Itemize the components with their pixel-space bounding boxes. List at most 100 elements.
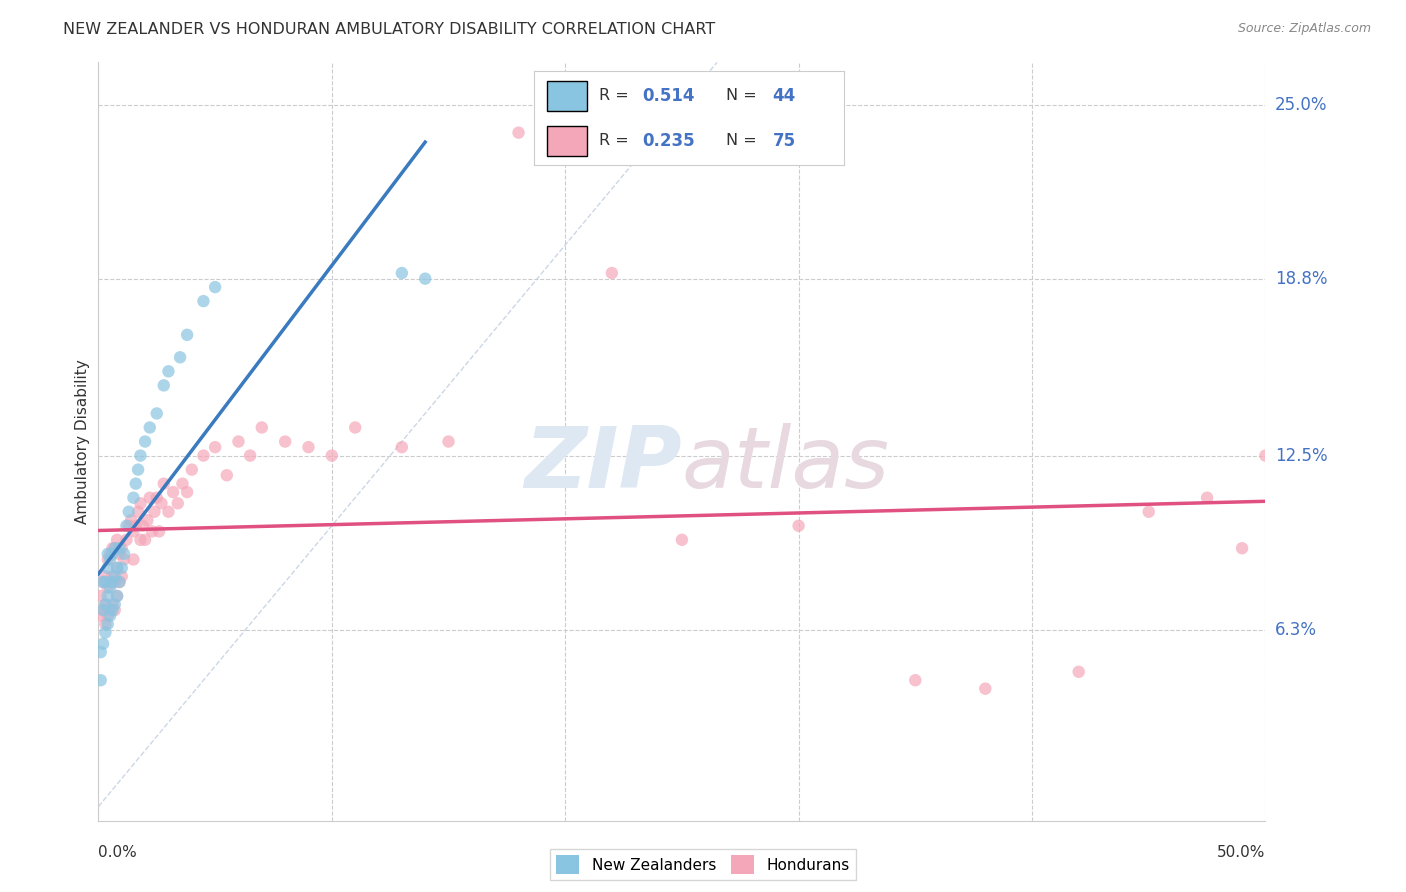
Hondurans bbox=[118, 518, 141, 533]
Hondurans bbox=[129, 533, 152, 547]
Hondurans bbox=[228, 434, 250, 449]
New Zealanders bbox=[112, 547, 135, 561]
New Zealanders bbox=[90, 645, 112, 659]
Text: 12.5%: 12.5% bbox=[1275, 447, 1327, 465]
Hondurans bbox=[122, 552, 145, 566]
Hondurans bbox=[787, 518, 810, 533]
New Zealanders bbox=[98, 552, 121, 566]
Hondurans bbox=[162, 485, 184, 500]
New Zealanders bbox=[97, 561, 120, 575]
Text: 18.8%: 18.8% bbox=[1275, 269, 1327, 287]
Hondurans bbox=[98, 547, 121, 561]
Hondurans bbox=[101, 541, 124, 556]
Hondurans bbox=[105, 589, 128, 603]
New Zealanders bbox=[127, 462, 149, 476]
Hondurans bbox=[136, 513, 159, 527]
Hondurans bbox=[98, 603, 121, 617]
New Zealanders bbox=[413, 271, 436, 285]
Hondurans bbox=[974, 681, 997, 696]
Hondurans bbox=[1254, 449, 1277, 463]
New Zealanders bbox=[111, 561, 134, 575]
Hondurans bbox=[112, 552, 135, 566]
Hondurans bbox=[204, 440, 226, 454]
New Zealanders bbox=[125, 476, 148, 491]
Hondurans bbox=[105, 561, 128, 575]
New Zealanders bbox=[94, 625, 117, 640]
Text: N =: N = bbox=[725, 133, 762, 148]
Hondurans bbox=[101, 569, 124, 583]
Hondurans bbox=[391, 440, 413, 454]
Hondurans bbox=[274, 434, 297, 449]
Hondurans bbox=[94, 569, 117, 583]
Hondurans bbox=[97, 608, 120, 623]
Hondurans bbox=[904, 673, 927, 688]
New Zealanders bbox=[108, 541, 131, 556]
Hondurans bbox=[132, 518, 155, 533]
Hondurans bbox=[176, 485, 198, 500]
New Zealanders bbox=[90, 673, 112, 688]
Text: 0.0%: 0.0% bbox=[98, 845, 138, 860]
Hondurans bbox=[91, 603, 114, 617]
Hondurans bbox=[321, 449, 343, 463]
FancyBboxPatch shape bbox=[547, 81, 586, 111]
Text: 50.0%: 50.0% bbox=[1218, 845, 1265, 860]
New Zealanders bbox=[91, 603, 114, 617]
Hondurans bbox=[101, 598, 124, 612]
Text: N =: N = bbox=[725, 88, 762, 103]
Hondurans bbox=[108, 547, 131, 561]
New Zealanders bbox=[193, 294, 215, 309]
Hondurans bbox=[94, 598, 117, 612]
Hondurans bbox=[437, 434, 460, 449]
New Zealanders bbox=[152, 378, 174, 392]
New Zealanders bbox=[104, 541, 127, 556]
New Zealanders bbox=[146, 407, 169, 421]
New Zealanders bbox=[97, 617, 120, 632]
Text: R =: R = bbox=[599, 133, 634, 148]
Hondurans bbox=[215, 468, 238, 483]
Hondurans bbox=[104, 541, 127, 556]
New Zealanders bbox=[129, 449, 152, 463]
New Zealanders bbox=[139, 420, 162, 434]
New Zealanders bbox=[115, 518, 138, 533]
Text: NEW ZEALANDER VS HONDURAN AMBULATORY DISABILITY CORRELATION CHART: NEW ZEALANDER VS HONDURAN AMBULATORY DIS… bbox=[63, 22, 716, 37]
Hondurans bbox=[508, 126, 530, 140]
New Zealanders bbox=[118, 505, 141, 519]
Hondurans bbox=[180, 462, 202, 476]
New Zealanders bbox=[101, 574, 124, 589]
Hondurans bbox=[90, 608, 112, 623]
Hondurans bbox=[143, 505, 166, 519]
Hondurans bbox=[115, 533, 138, 547]
Text: atlas: atlas bbox=[682, 423, 890, 506]
Hondurans bbox=[105, 533, 128, 547]
New Zealanders bbox=[104, 598, 127, 612]
Hondurans bbox=[120, 513, 142, 527]
Hondurans bbox=[172, 476, 194, 491]
Hondurans bbox=[122, 524, 145, 539]
New Zealanders bbox=[98, 581, 121, 595]
Hondurans bbox=[111, 541, 134, 556]
New Zealanders bbox=[204, 280, 226, 294]
Hondurans bbox=[97, 552, 120, 566]
New Zealanders bbox=[176, 327, 198, 342]
Hondurans bbox=[600, 266, 623, 280]
New Zealanders bbox=[157, 364, 180, 378]
New Zealanders bbox=[101, 547, 124, 561]
Hondurans bbox=[111, 569, 134, 583]
Text: 44: 44 bbox=[772, 87, 796, 104]
Hondurans bbox=[157, 505, 180, 519]
Hondurans bbox=[108, 574, 131, 589]
Hondurans bbox=[90, 589, 112, 603]
Text: 0.235: 0.235 bbox=[643, 132, 695, 150]
Hondurans bbox=[139, 491, 162, 505]
New Zealanders bbox=[91, 637, 114, 651]
Hondurans bbox=[344, 420, 367, 434]
Hondurans bbox=[166, 496, 188, 510]
New Zealanders bbox=[105, 589, 128, 603]
New Zealanders bbox=[108, 574, 131, 589]
Hondurans bbox=[146, 491, 169, 505]
New Zealanders bbox=[98, 608, 121, 623]
Text: 75: 75 bbox=[772, 132, 796, 150]
Hondurans bbox=[125, 518, 148, 533]
New Zealanders bbox=[105, 561, 128, 575]
Hondurans bbox=[97, 581, 120, 595]
